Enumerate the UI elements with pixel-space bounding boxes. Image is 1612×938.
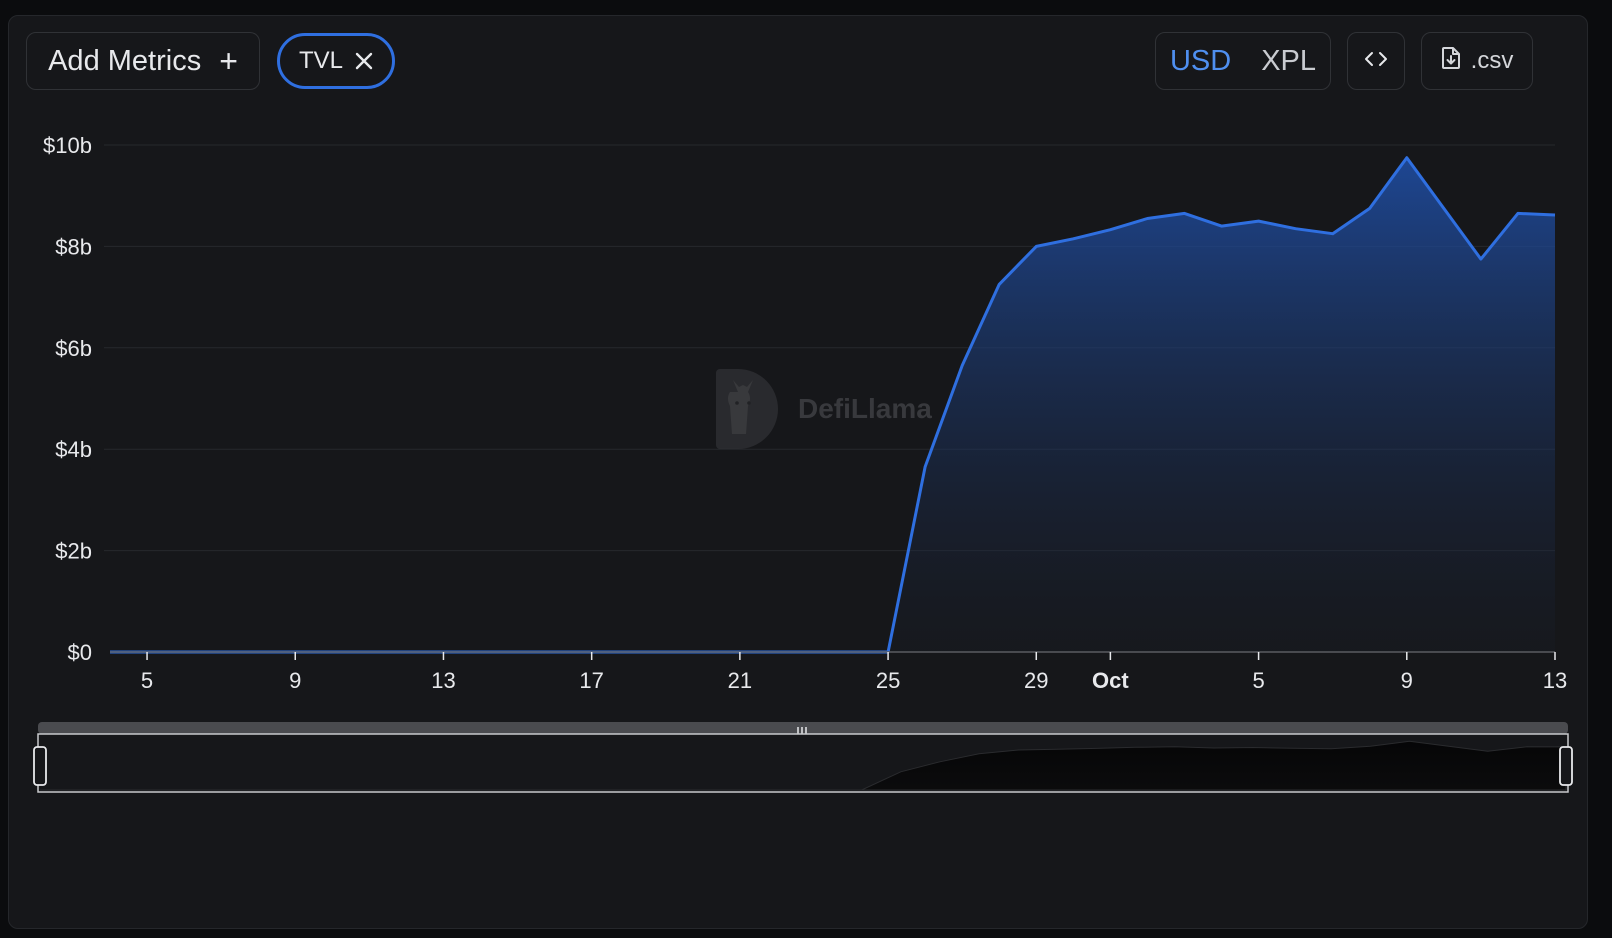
add-metrics-button[interactable]: Add Metrics + — [26, 32, 260, 90]
y-tick-label: $6b — [55, 336, 92, 361]
embed-button[interactable] — [1347, 32, 1405, 90]
x-tick-label: 17 — [579, 668, 603, 693]
code-brackets-icon — [1363, 50, 1389, 73]
y-tick-label: $2b — [55, 539, 92, 564]
metric-chip-tvl[interactable]: TVL — [277, 33, 395, 89]
x-tick-label: 13 — [431, 668, 455, 693]
watermark: DefiLlama — [716, 369, 932, 449]
x-tick-label: 9 — [1401, 668, 1413, 693]
y-axis: $0 $2b $4b $6b $8b $10b — [43, 133, 92, 665]
file-download-icon — [1441, 46, 1461, 77]
watermark-text: DefiLlama — [798, 393, 932, 424]
y-tick-label: $10b — [43, 133, 92, 158]
x-axis: 5 9 13 17 21 25 29 Oct 5 9 13 — [141, 652, 1567, 693]
x-tick-label: 29 — [1024, 668, 1048, 693]
range-slider[interactable] — [33, 722, 1573, 793]
metric-chip-label: TVL — [298, 47, 343, 74]
x-tick-label: 5 — [1252, 668, 1264, 693]
tvl-area — [110, 157, 1555, 652]
close-icon[interactable] — [355, 52, 373, 70]
y-tick-label: $0 — [68, 640, 92, 665]
slider-handle-right[interactable] — [1559, 746, 1573, 786]
x-tick-label: 21 — [728, 668, 752, 693]
csv-label: .csv — [1470, 47, 1514, 74]
slider-drag-grip-icon[interactable] — [797, 727, 807, 734]
x-tick-label: 9 — [289, 668, 301, 693]
slider-track-bar[interactable] — [38, 722, 1568, 734]
currency-option-usd[interactable]: USD — [1169, 44, 1232, 77]
csv-download-button[interactable]: .csv — [1421, 32, 1533, 90]
currency-toggle: USD XPL — [1155, 32, 1331, 90]
x-tick-label: 25 — [876, 668, 900, 693]
x-tick-label: Oct — [1092, 668, 1129, 693]
x-tick-label: 13 — [1543, 668, 1567, 693]
y-tick-label: $4b — [55, 437, 92, 462]
mini-chart-area — [40, 740, 1567, 791]
slider-handle-left[interactable] — [33, 746, 47, 786]
x-tick-label: 5 — [141, 668, 153, 693]
y-tick-label: $8b — [55, 234, 92, 259]
plus-icon: + — [219, 43, 238, 79]
currency-option-xpl[interactable]: XPL — [1261, 44, 1317, 77]
add-metrics-label: Add Metrics — [48, 44, 202, 77]
defillama-logo-icon — [716, 369, 778, 449]
